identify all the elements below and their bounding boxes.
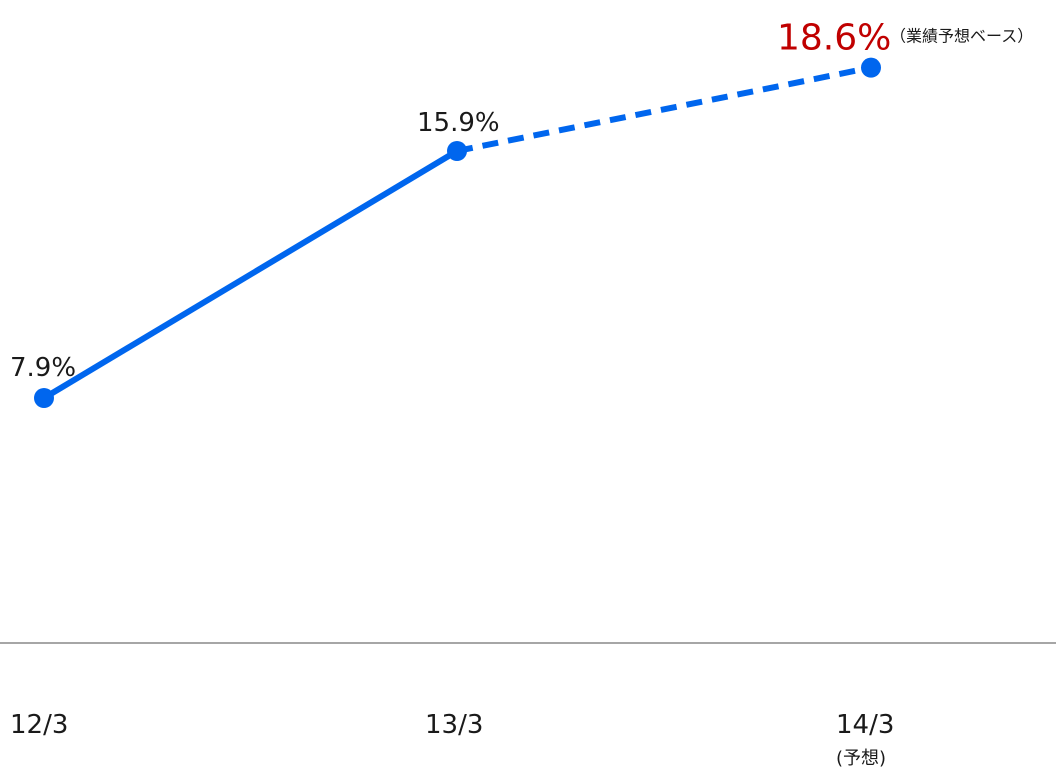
x-tick-label-13-3: 13/3 bbox=[425, 710, 483, 740]
data-point-12-3 bbox=[34, 388, 54, 408]
data-point-14-3 bbox=[861, 57, 881, 78]
data-label-12-3: 7.9% bbox=[10, 353, 76, 383]
data-label-13-3: 15.9% bbox=[417, 108, 500, 138]
x-tick-note-14-3: (予想) bbox=[836, 748, 886, 769]
actual-line-segment bbox=[42, 148, 459, 401]
data-label-14-3: 18.6% bbox=[777, 18, 891, 59]
x-tick-label-14-3: 14/3 bbox=[836, 710, 894, 740]
x-tick-label-12-3: 12/3 bbox=[10, 710, 68, 740]
label-layer: 7.9% 15.9% 18.6%（業績予想ベース） bbox=[10, 18, 1033, 383]
forecast-basis-annotation: （業績予想ベース） bbox=[890, 27, 1033, 46]
forecast-line-segment bbox=[456, 64, 872, 154]
x-tick-layer: 12/3 13/3 14/3 (予想) bbox=[10, 710, 894, 769]
series-layer bbox=[42, 64, 872, 401]
data-point-13-3 bbox=[447, 141, 467, 161]
marker-layer bbox=[34, 57, 881, 408]
